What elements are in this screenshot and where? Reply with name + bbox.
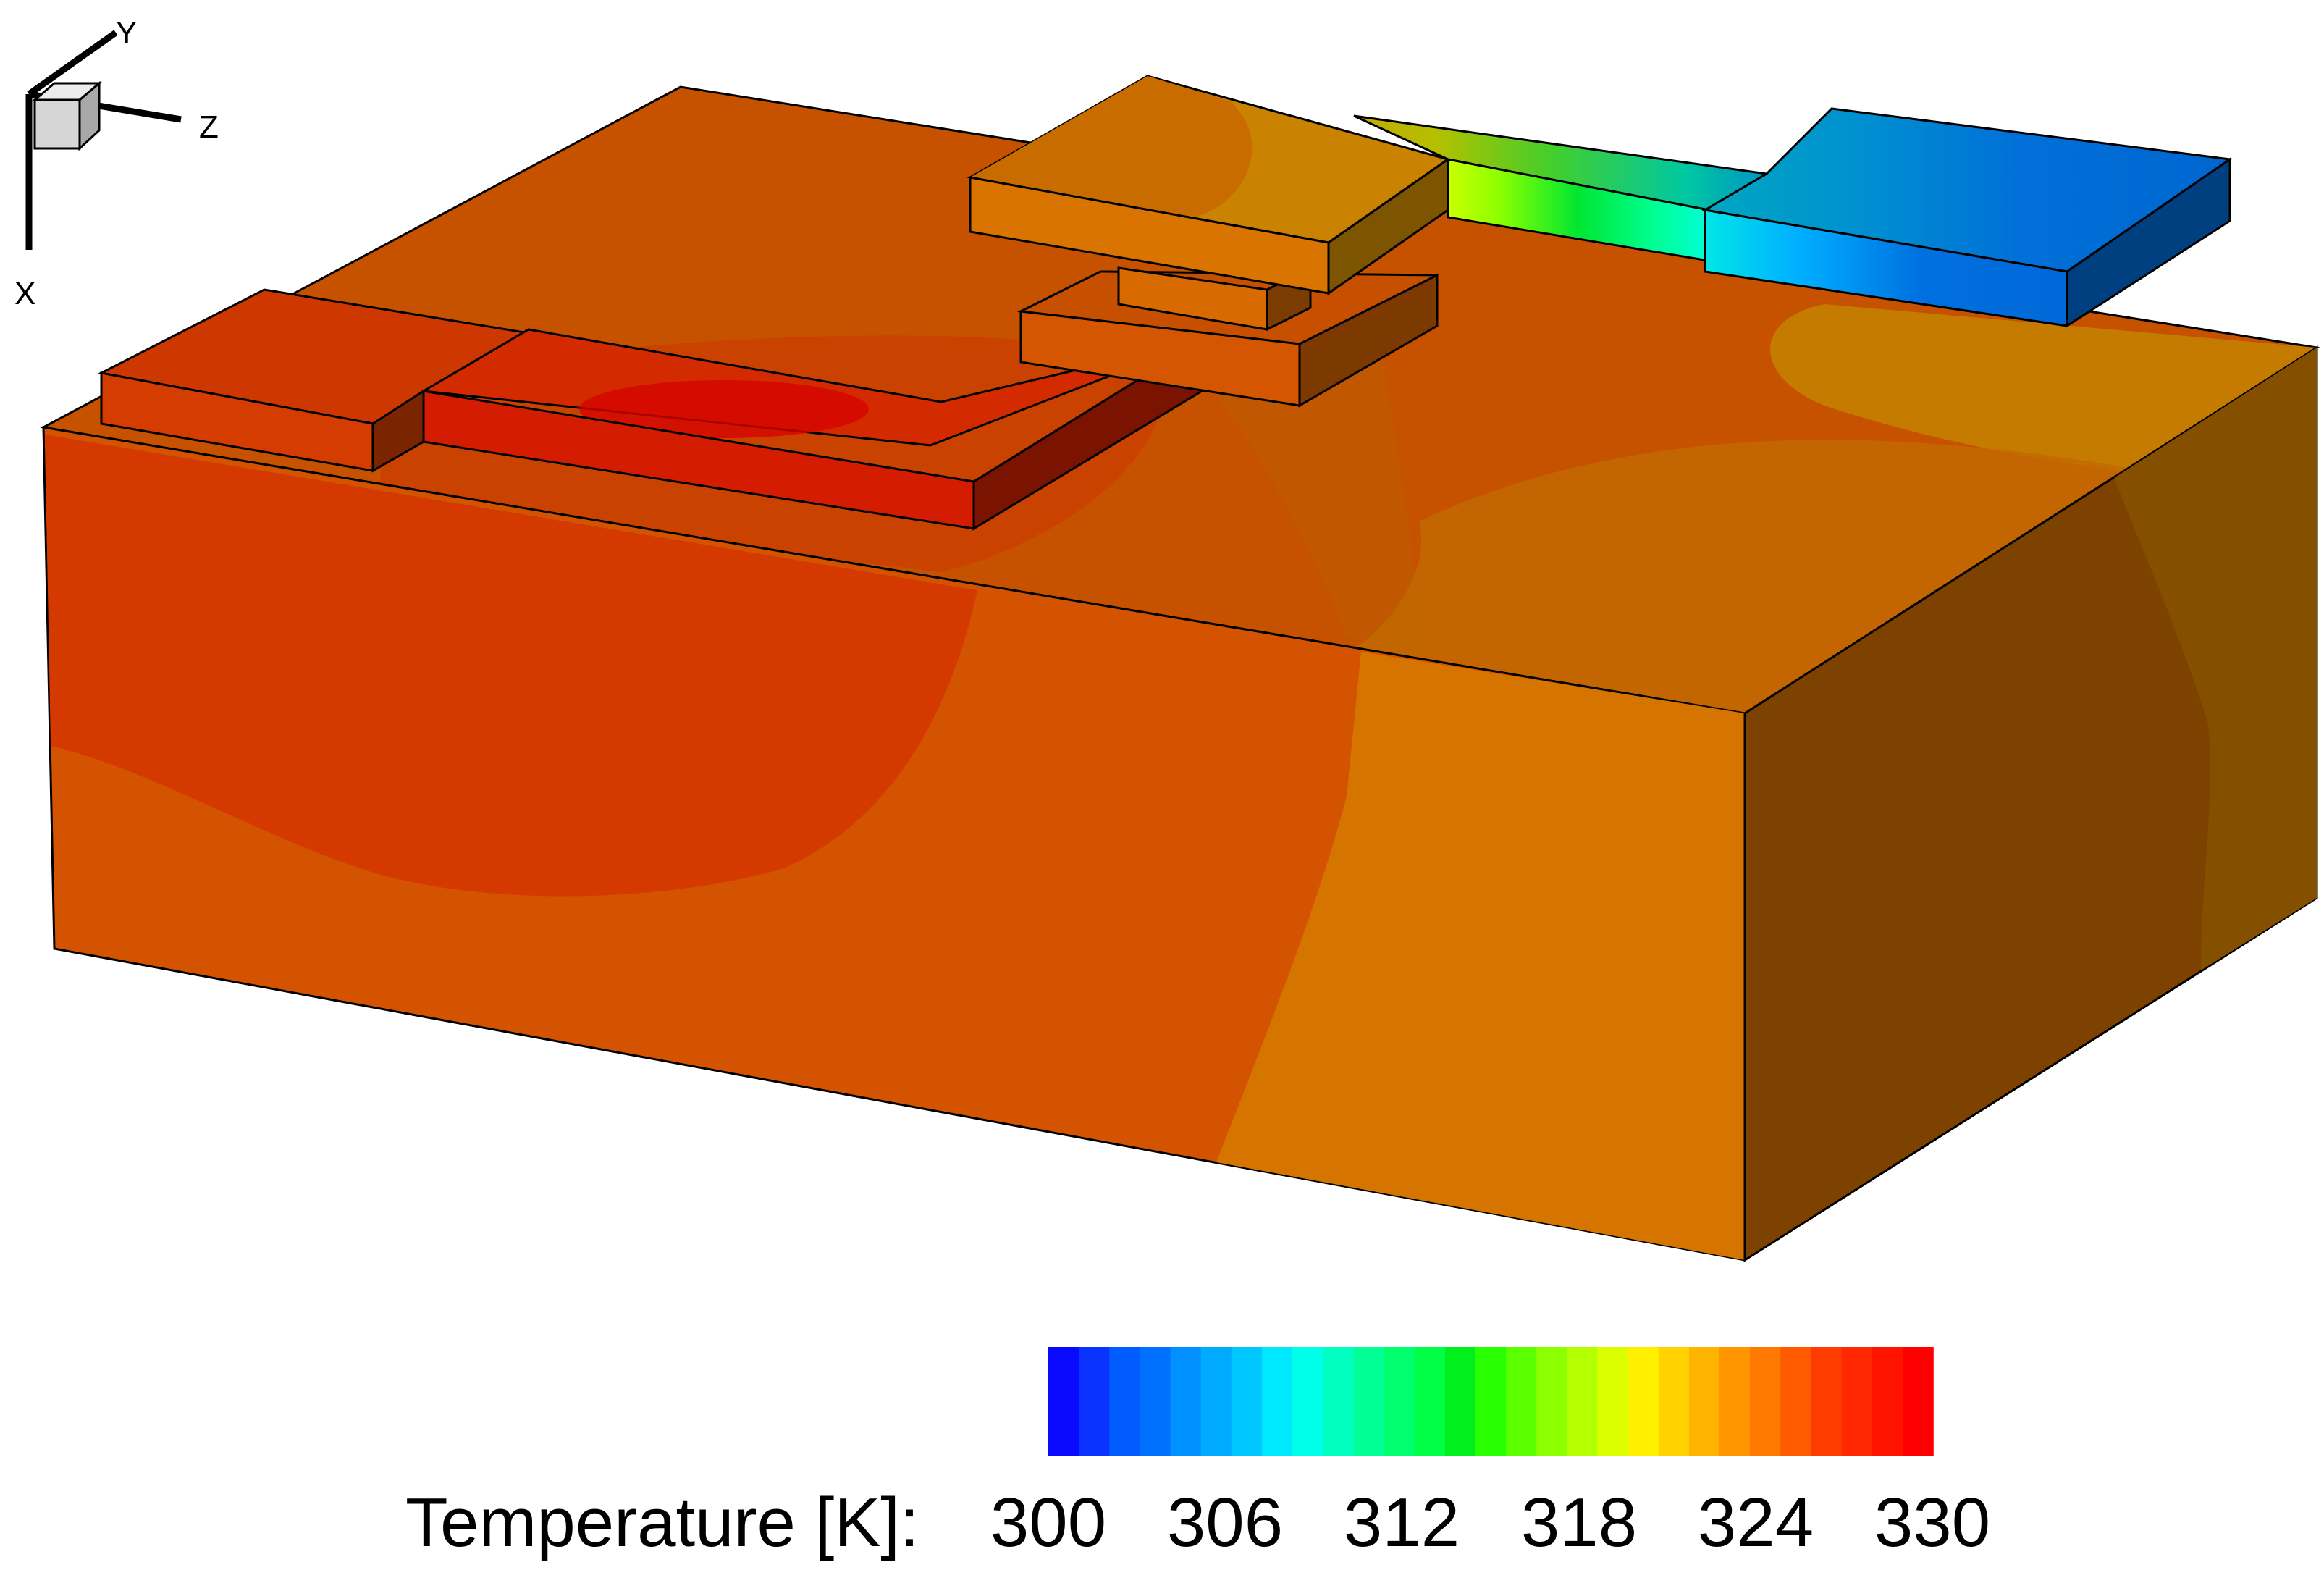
y-axis-line <box>27 30 118 97</box>
upper-pad-top-warm <box>970 76 1252 217</box>
legend-band <box>1628 1347 1659 1456</box>
legend-band <box>1536 1347 1568 1456</box>
y-axis-label: Y <box>116 15 137 51</box>
right-contact-pad <box>1701 107 2234 328</box>
right-face-contour <box>2114 348 2317 970</box>
legend-band <box>1506 1347 1538 1456</box>
trace-hotspot <box>579 380 869 438</box>
legend-band <box>1323 1347 1355 1456</box>
legend-band <box>1079 1347 1111 1456</box>
right-pad-side <box>2066 157 2231 328</box>
connector-bar-side <box>1298 273 1439 408</box>
legend-band <box>1048 1347 1079 1456</box>
legend-band <box>1353 1347 1385 1456</box>
trace-left-end <box>371 389 425 473</box>
legend-band <box>1475 1347 1507 1456</box>
upper-contact-pad <box>967 75 1451 295</box>
legend-band <box>1109 1347 1141 1456</box>
legend-band <box>1841 1347 1873 1456</box>
legend-band <box>1597 1347 1629 1456</box>
legend-title: Temperature [K]: <box>405 1484 919 1561</box>
left-contact-pad <box>98 288 532 472</box>
legend-band <box>1688 1347 1720 1456</box>
legend-band <box>1170 1347 1202 1456</box>
temperature-legend: Temperature [K]: 300 306 312 318 324 330 <box>405 1347 1990 1561</box>
legend-band <box>1444 1347 1476 1456</box>
legend-tick-4: 324 <box>1698 1484 1814 1561</box>
front-face-hot-region <box>45 435 977 897</box>
top-face-contour-mid <box>1354 440 2186 713</box>
legend-band <box>1750 1347 1782 1456</box>
legend-band <box>1567 1347 1599 1456</box>
legend-band <box>1140 1347 1171 1456</box>
legend-tick-2: 312 <box>1344 1484 1460 1561</box>
legend-band <box>1261 1347 1293 1456</box>
legend-band <box>1719 1347 1751 1456</box>
legend-band <box>1200 1347 1232 1456</box>
legend-tick-3: 318 <box>1521 1484 1637 1561</box>
hot-trace <box>371 328 1203 531</box>
legend-band <box>1811 1347 1843 1456</box>
legend-band <box>1384 1347 1415 1456</box>
legend-tick-1: 306 <box>1167 1484 1283 1561</box>
x-axis-label: X <box>14 276 35 311</box>
legend-band <box>1292 1347 1324 1456</box>
legend-colorbar <box>1048 1347 1934 1456</box>
legend-band <box>1872 1347 1903 1456</box>
legend-band <box>1414 1347 1446 1456</box>
front-face-cool-region <box>1216 652 1745 1260</box>
legend-tick-0: 300 <box>990 1484 1106 1561</box>
axis-triad: Y Z X <box>14 15 219 311</box>
legend-band <box>1231 1347 1263 1456</box>
legend-band <box>1658 1347 1690 1456</box>
legend-band <box>1780 1347 1812 1456</box>
orientation-cube-icon <box>31 80 103 151</box>
legend-band <box>1902 1347 1934 1456</box>
legend-tick-5: 330 <box>1874 1484 1990 1561</box>
z-axis-label: Z <box>199 109 219 145</box>
